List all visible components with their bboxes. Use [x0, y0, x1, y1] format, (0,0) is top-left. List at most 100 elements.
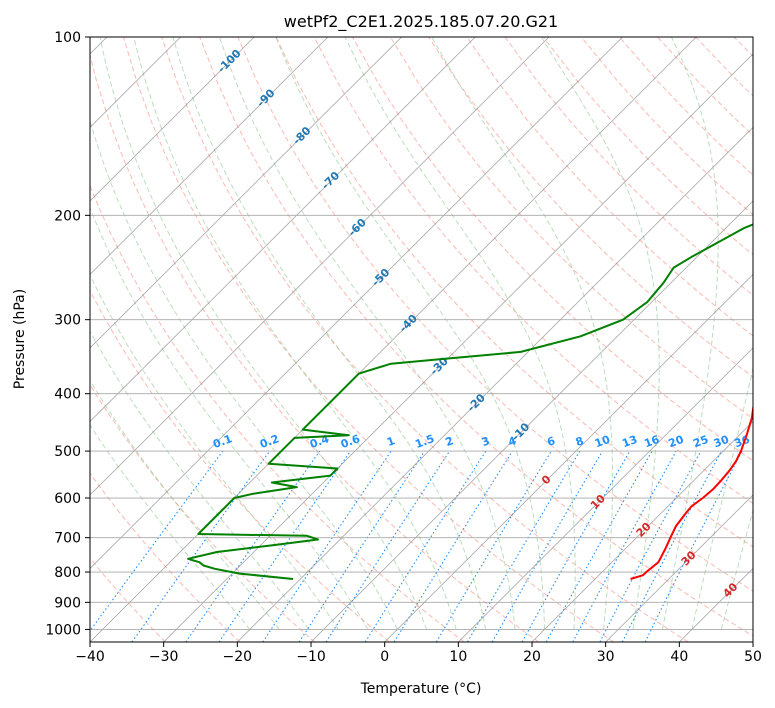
isotherm-line	[752, 641, 753, 642]
x-tick-label: −40	[75, 649, 105, 665]
isotherm-line	[605, 494, 753, 642]
dry-adiabat-line	[199, 37, 753, 637]
x-tick-label: 20	[523, 649, 541, 665]
isotherm-line	[458, 347, 753, 642]
mixing-ratio-line	[364, 450, 487, 642]
x-tick-label: 0	[380, 649, 389, 665]
mixing-ratio-line	[572, 450, 677, 642]
y-tick-label: 700	[54, 531, 81, 547]
mixing-ratio-label: 20	[667, 433, 686, 451]
isotherm-line	[679, 567, 753, 642]
mixing-ratio-line	[131, 450, 271, 642]
dry-adiabat-line	[619, 37, 753, 176]
dry-adiabat-line	[390, 37, 753, 420]
mixing-ratio-line	[393, 450, 513, 642]
mixing-ratio-line	[325, 450, 451, 642]
isotherm-label: -70	[319, 169, 342, 192]
isotherm-line	[90, 37, 476, 423]
dewpoint-profile-line	[187, 223, 753, 580]
isotherm-label: -100	[215, 47, 244, 76]
isotherm-line	[384, 273, 753, 642]
mixing-ratio-label: 0.2	[258, 432, 281, 451]
moist-adiabat-line	[99, 37, 428, 630]
x-tick-label: −20	[223, 649, 253, 665]
mixing-ratio-label: 10	[593, 433, 612, 451]
mixing-ratio-label: 36	[733, 433, 752, 451]
isotherm-line	[90, 37, 255, 202]
mixing-ratio-label: 4	[506, 434, 518, 449]
y-tick-label: 500	[54, 444, 81, 460]
dry-adiabat-line	[657, 37, 753, 136]
moist-adiabat-line	[540, 37, 660, 630]
x-tick-label: 10	[449, 649, 467, 665]
moist-adiabat-line	[431, 37, 614, 630]
dry-adiabat-line	[90, 289, 390, 642]
x-tick-label: 50	[744, 649, 762, 665]
mixing-ratio-line	[298, 450, 426, 642]
isotherm-line	[90, 37, 697, 642]
x-axis-label: Temperature (°C)	[360, 681, 482, 697]
isotherm-line	[90, 37, 550, 496]
isotherm-line	[310, 200, 753, 642]
isotherm-line	[90, 37, 329, 275]
mixing-ratio-line	[621, 450, 722, 642]
dry-adiabat-line	[351, 37, 753, 462]
mixing-ratio-label: 0.6	[339, 432, 362, 451]
plot-frame	[89, 36, 754, 643]
isotherm-line	[163, 53, 753, 642]
isotherm-label: -40	[397, 312, 420, 335]
moist-adiabat-line	[691, 366, 753, 630]
mixing-ratio-line	[644, 450, 743, 642]
moist-adiabat-line	[90, 330, 310, 630]
mixing-ratio-line	[521, 450, 631, 642]
dry-adiabat-line	[580, 37, 753, 216]
mixing-ratio-label: 3	[480, 434, 492, 449]
moist-adiabat-line	[90, 119, 398, 630]
moist-adiabat-label: 30	[679, 548, 699, 568]
dry-adiabat-line	[504, 37, 753, 296]
mixing-ratio-label: 0.4	[308, 432, 331, 451]
dry-adiabat-line	[695, 37, 753, 97]
moist-adiabat-label: 40	[720, 580, 740, 600]
mixing-ratio-label: 25	[691, 433, 710, 450]
mixing-ratio-label: 13	[620, 433, 639, 450]
moist-adiabat-line	[90, 206, 369, 630]
moist-adiabat-line	[344, 37, 576, 630]
y-tick-label: 1000	[45, 622, 81, 638]
dry-adiabat-line	[90, 472, 241, 642]
mixing-ratio-line	[262, 450, 392, 642]
mixing-ratio-label: 6	[545, 434, 557, 449]
mixing-ratio-label: 30	[712, 433, 731, 451]
mixing-ratio-line	[435, 450, 552, 642]
isotherm-line	[90, 37, 623, 570]
dry-adiabat-line	[466, 37, 753, 337]
y-tick-label: 600	[54, 491, 81, 507]
mixing-ratio-label: 0.1	[211, 432, 234, 451]
y-tick-label: 300	[54, 313, 81, 329]
x-tick-label: −30	[149, 649, 179, 665]
moist-adiabat-line	[720, 508, 753, 630]
isotherm-label: -20	[465, 391, 488, 414]
y-tick-label: 200	[54, 208, 81, 224]
isotherm-label: -80	[290, 124, 313, 147]
moist-adiabat-line	[172, 37, 487, 630]
moist-adiabat-line	[133, 37, 457, 630]
dry-adiabat-line	[122, 37, 614, 642]
x-tick-label: −10	[296, 649, 326, 665]
dry-adiabat-line	[90, 384, 316, 642]
mixing-ratio-line	[90, 450, 224, 632]
isotherm-line	[237, 126, 753, 642]
dry-adiabat-line	[237, 37, 753, 592]
mixing-ratio-line	[545, 450, 653, 642]
isotherm-label: -90	[254, 86, 277, 109]
isotherm-label: -60	[346, 216, 369, 239]
x-tick-label: 40	[670, 649, 688, 665]
y-tick-label: 100	[54, 30, 81, 46]
moist-adiabat-line	[90, 424, 251, 630]
moist-adiabat-label: 0	[539, 472, 554, 487]
dry-adiabat-line	[313, 37, 753, 505]
dry-adiabat-line	[90, 184, 465, 642]
isotherm-line	[90, 37, 402, 349]
mixing-ratio-label: 1.5	[413, 432, 436, 451]
